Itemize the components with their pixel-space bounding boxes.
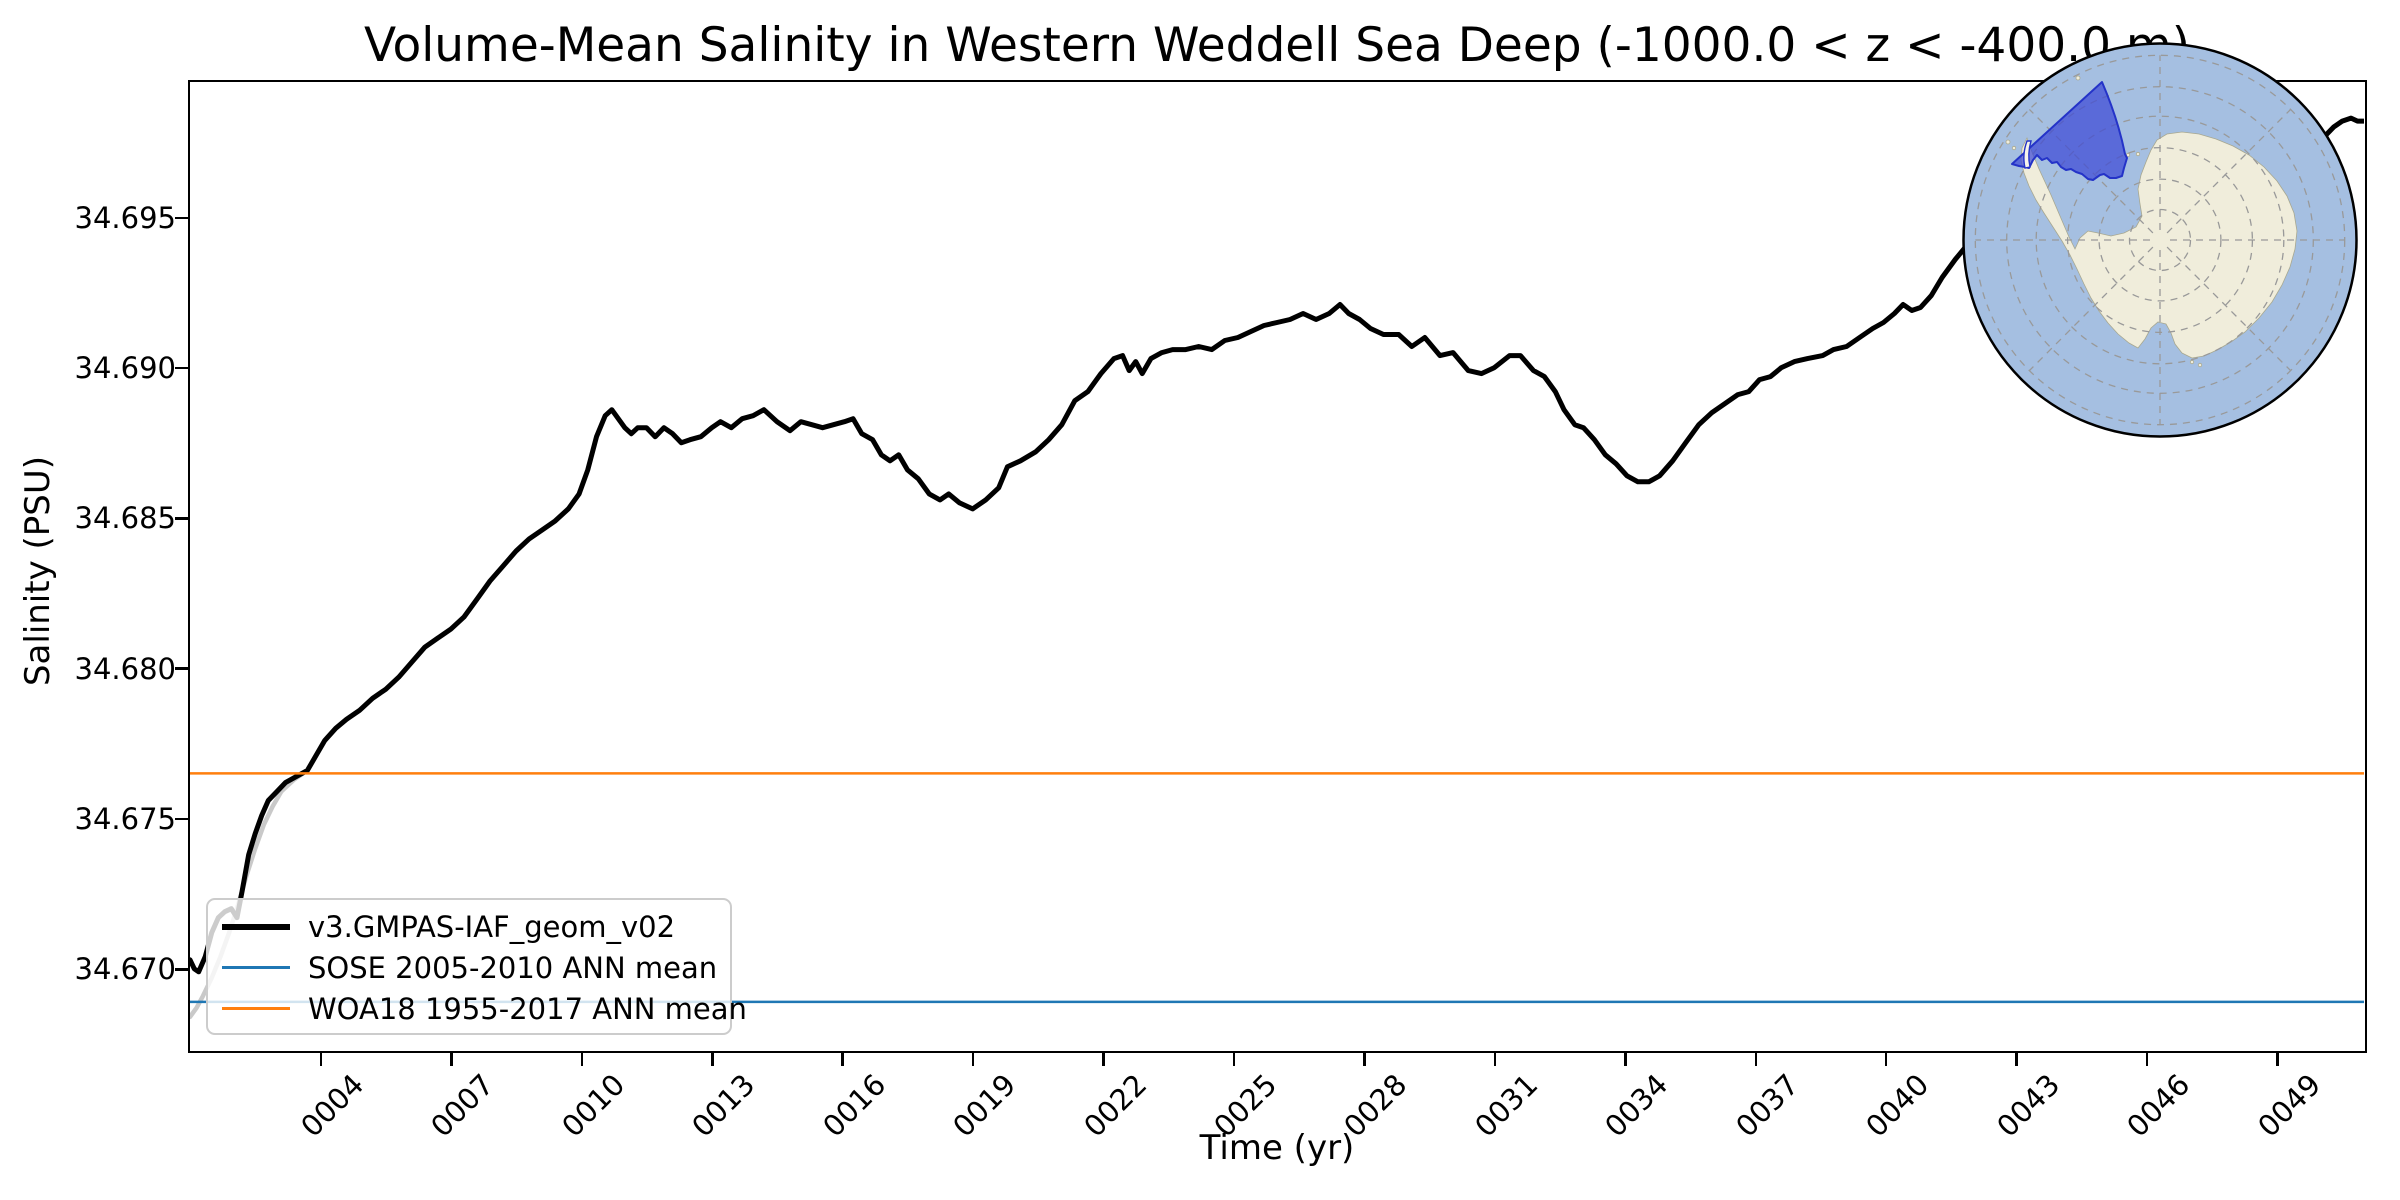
legend-row: v3.GMPAS-IAF_geom_v02 <box>222 906 730 947</box>
inset-map <box>1962 42 2358 438</box>
legend-row: SOSE 2005-2010 ANN mean <box>222 947 730 988</box>
y-tick-mark <box>175 667 188 670</box>
y-tick-mark <box>175 517 188 520</box>
y-tick-label: 34.690 <box>74 351 176 386</box>
inset-map-border <box>1962 42 2358 438</box>
x-tick-mark <box>2145 1053 2149 1066</box>
legend-line-sample <box>222 923 290 930</box>
x-tick-label: 0007 <box>424 1067 501 1144</box>
antarctica-landmass <box>2005 75 2298 368</box>
x-tick-mark <box>1884 1053 1888 1066</box>
series-v3-gmpas-iaf-geom-v02 <box>190 115 2364 975</box>
y-tick-mark <box>175 968 188 971</box>
legend-label: WOA18 1955-2017 ANN mean <box>308 991 747 1026</box>
x-tick-label: 0049 <box>2250 1067 2327 1144</box>
graticule-meridian <box>2166 108 2292 234</box>
x-tick-mark <box>1754 1053 1758 1066</box>
x-tick-mark <box>1624 1053 1627 1066</box>
x-tick-mark <box>2276 1053 2279 1066</box>
y-tick-label: 34.670 <box>74 952 176 987</box>
graticule-meridian <box>2166 246 2292 372</box>
x-tick-label: 0004 <box>294 1067 371 1144</box>
y-tick-mark <box>175 216 188 220</box>
y-tick-mark <box>175 366 188 370</box>
x-tick-mark <box>1493 1053 1497 1066</box>
x-tick-mark <box>450 1053 453 1066</box>
x-tick-mark <box>1363 1053 1366 1066</box>
x-tick-mark <box>1102 1053 1105 1066</box>
legend-label: v3.GMPAS-IAF_geom_v02 <box>308 909 676 944</box>
x-tick-mark <box>2015 1053 2018 1066</box>
legend: v3.GMPAS-IAF_geom_v02 SOSE 2005-2010 ANN … <box>206 898 747 1035</box>
y-tick-mark <box>175 817 188 821</box>
legend-label: SOSE 2005-2010 ANN mean <box>308 950 718 985</box>
x-tick-mark <box>711 1053 714 1066</box>
chart-title: Volume-Mean Salinity in Western Weddell … <box>363 18 2191 73</box>
peninsula-tip-sliver <box>2023 140 2032 169</box>
legend-row: WOA18 1955-2017 ANN mean <box>222 988 747 1029</box>
legend-line-sample <box>222 1007 290 1010</box>
x-tick-mark <box>580 1053 584 1066</box>
x-tick-mark <box>971 1053 975 1066</box>
legend-line-sample <box>222 966 290 969</box>
y-axis-label: Salinity (PSU) <box>18 455 58 687</box>
graticule-circle <box>2098 178 2222 302</box>
graticule-circle <box>2128 208 2192 272</box>
x-tick-label: 0046 <box>2120 1067 2197 1144</box>
graticule-meridian <box>2028 246 2154 372</box>
y-tick-label: 34.695 <box>74 200 176 235</box>
x-tick-mark <box>319 1053 323 1066</box>
y-tick-label: 34.680 <box>74 651 176 686</box>
x-tick-mark <box>841 1053 844 1066</box>
x-axis-label: Time (yr) <box>1199 1128 1355 1168</box>
graticule-circle <box>2035 115 2285 365</box>
highlighted-region-polygon <box>2011 81 2128 181</box>
y-tick-label: 34.675 <box>74 802 176 837</box>
x-tick-mark <box>1232 1053 1236 1066</box>
y-tick-label: 34.685 <box>74 501 176 536</box>
graticule <box>1974 54 2346 426</box>
